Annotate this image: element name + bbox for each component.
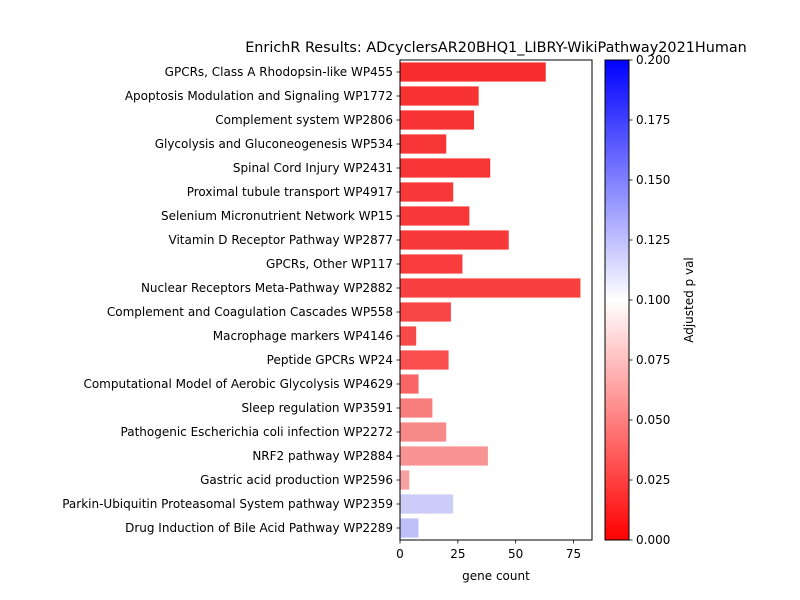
category-label: Drug Induction of Bile Acid Pathway WP22…: [125, 521, 393, 535]
colorbar-tick-label: 0.200: [636, 53, 670, 67]
colorbar-tick-label: 0.050: [636, 413, 670, 427]
category-label: Spinal Cord Injury WP2431: [233, 161, 393, 175]
colorbar-tick-label: 0.175: [636, 113, 670, 127]
category-label: GPCRs, Class A Rhodopsin-like WP455: [165, 65, 393, 79]
category-label: Nuclear Receptors Meta-Pathway WP2882: [141, 281, 393, 295]
colorbar-tick-label: 0.000: [636, 533, 670, 547]
bar: [400, 422, 447, 442]
bar: [400, 230, 509, 250]
category-label: Computational Model of Aerobic Glycolysi…: [83, 377, 393, 391]
bar: [400, 278, 581, 298]
colorbar-tick-label: 0.125: [636, 233, 670, 247]
x-axis-label: gene count: [462, 569, 530, 583]
colorbar-tick-label: 0.150: [636, 173, 670, 187]
x-tick-label: 25: [450, 547, 465, 561]
bar: [400, 398, 433, 418]
x-tick-label: 0: [396, 547, 404, 561]
category-label: Apoptosis Modulation and Signaling WP177…: [125, 89, 393, 103]
bar: [400, 254, 463, 274]
bar: [400, 494, 454, 514]
bar: [400, 374, 419, 394]
bar: [400, 446, 488, 466]
category-label: Peptide GPCRs WP24: [267, 353, 393, 367]
category-label: Complement and Coagulation Cascades WP55…: [107, 305, 393, 319]
plot-frame: [399, 59, 593, 541]
bar: [400, 182, 454, 202]
bar: [400, 206, 470, 226]
category-label: GPCRs, Other WP117: [266, 257, 393, 271]
category-label: Gastric acid production WP2596: [200, 473, 393, 487]
colorbar-ticks: 0.000 0.025 0.050 0.075 0.100 0.125 0.150 0.175…: [629, 53, 670, 547]
bar: [400, 326, 417, 346]
category-label: Macrophage markers WP4146: [213, 329, 393, 343]
x-tick-label: 75: [566, 547, 581, 561]
bar: [400, 302, 451, 322]
category-label: Proximal tubule transport WP4917: [187, 185, 393, 199]
category-label: Pathogenic Escherichia coli infection WP…: [121, 425, 393, 439]
bar: [400, 350, 449, 370]
category-labels: GPCRs, Class A Rhodopsin-like WP455 Apopt…: [62, 65, 400, 535]
x-axis: 0 25 50 75: [396, 540, 581, 561]
colorbar-tick-label: 0.075: [636, 353, 670, 367]
bar: [400, 470, 410, 490]
bar: [400, 86, 479, 106]
bars: [400, 62, 581, 538]
category-label: NRF2 pathway WP2884: [252, 449, 393, 463]
bar: [400, 134, 447, 154]
bar: [400, 518, 419, 538]
colorbar-tick-label: 0.025: [636, 473, 670, 487]
colorbar-tick-label: 0.100: [636, 293, 670, 307]
category-label: Vitamin D Receptor Pathway WP2877: [169, 233, 394, 247]
colorbar-label: Adjusted p val: [682, 257, 696, 343]
category-label: Glycolysis and Gluconeogenesis WP534: [155, 137, 393, 151]
category-label: Complement system WP2806: [215, 113, 393, 127]
bar: [400, 110, 475, 130]
category-label: Selenium Micronutrient Network WP15: [161, 209, 393, 223]
chart-title: EnrichR Results: ADcyclersAR20BHQ1_LIBRY…: [245, 40, 747, 56]
category-label: Sleep regulation WP3591: [241, 401, 393, 415]
x-tick-label: 50: [508, 547, 523, 561]
bar: [400, 62, 546, 82]
colorbar: [604, 59, 630, 541]
category-label: Parkin-Ubiquitin Proteasomal System path…: [62, 497, 393, 511]
bar: [400, 158, 491, 178]
